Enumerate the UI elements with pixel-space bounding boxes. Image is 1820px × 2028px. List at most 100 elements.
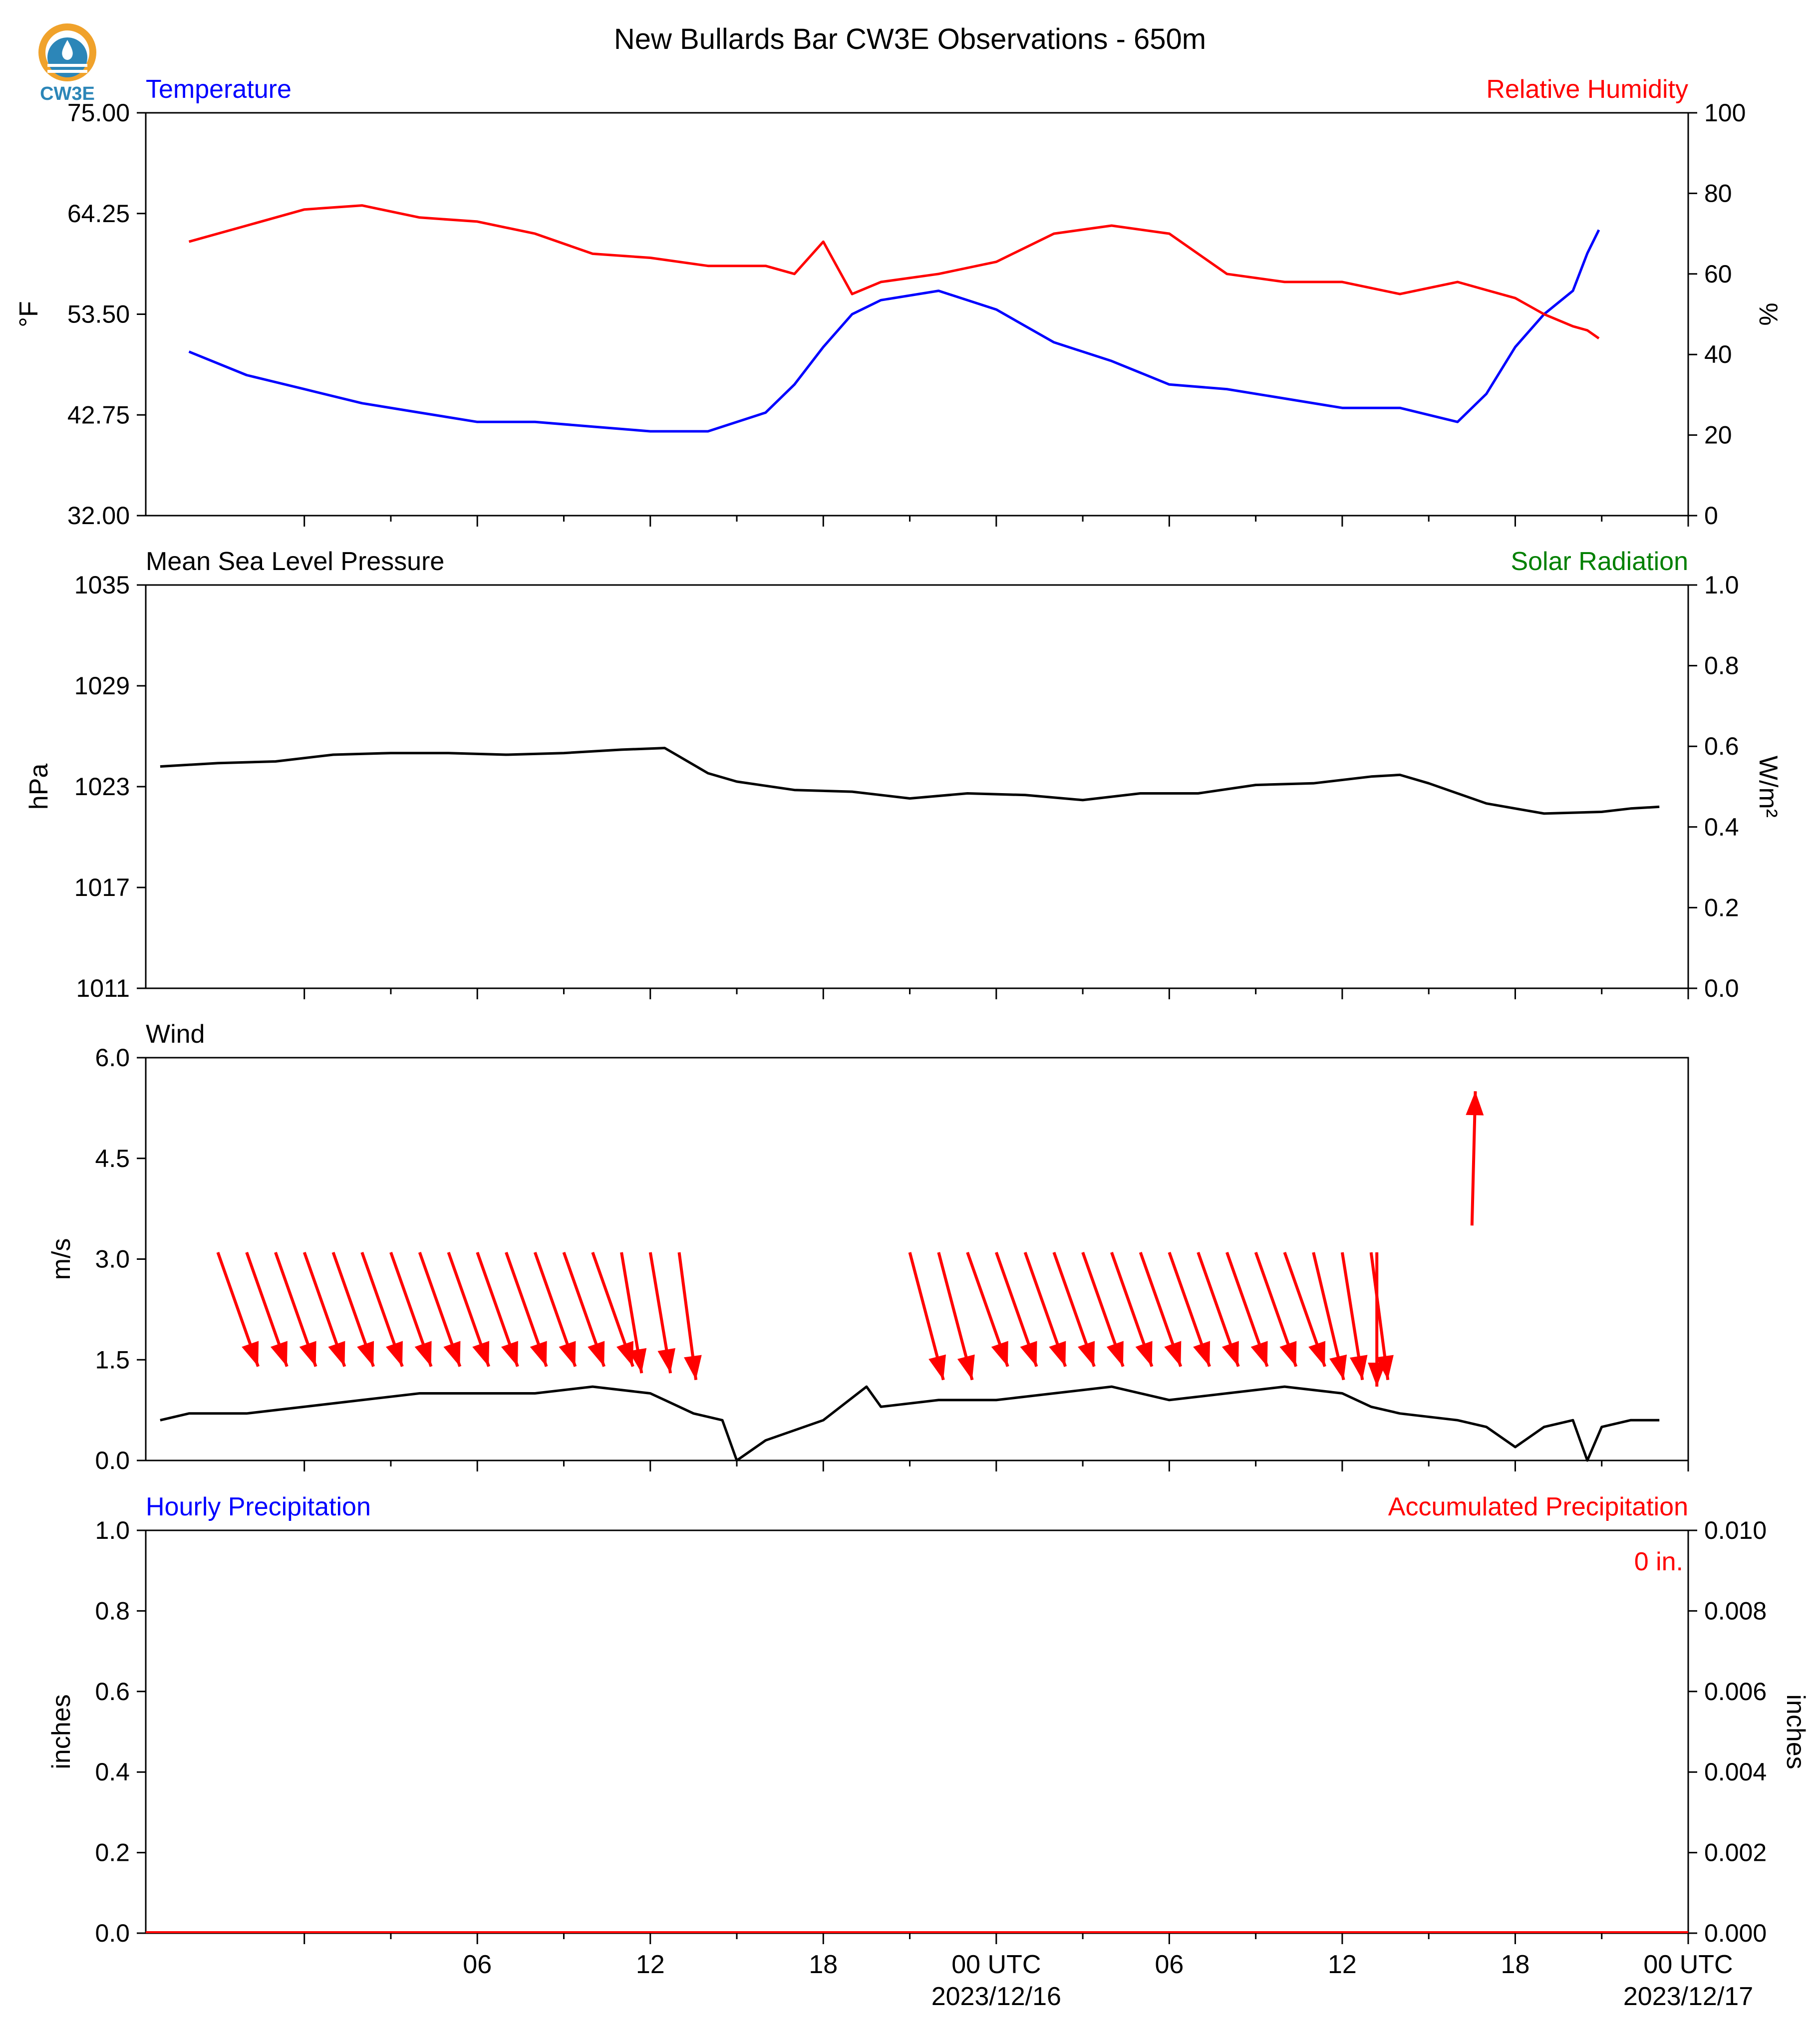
x-tick-label: 00 UTC [951, 1950, 1041, 1979]
y2-tick-label: 0.2 [1704, 893, 1739, 921]
y2-tick-label: 0.4 [1704, 813, 1739, 841]
y-tick-label: 42.75 [67, 401, 130, 429]
x-tick-label: 00 UTC [1643, 1950, 1733, 1979]
figure-title: New Bullards Bar CW3E Observations - 650… [614, 23, 1206, 55]
wind-arrow-head [1135, 1341, 1153, 1367]
y-tick-label: 1.5 [95, 1346, 130, 1374]
y2-axis-label: inches [1781, 1694, 1810, 1769]
y2-tick-label: 0.010 [1704, 1516, 1767, 1544]
wind-arrow-head [957, 1354, 975, 1380]
left-title: Mean Sea Level Pressure [146, 547, 444, 576]
wind-arrow-head [299, 1341, 316, 1367]
cw3e-logo-text: CW3E [40, 83, 95, 104]
wind-arrow-head [1221, 1341, 1239, 1367]
y-tick-label: 4.5 [95, 1145, 130, 1172]
x-date-label: 2023/12/17 [1623, 1982, 1753, 2011]
panel-precipitation: 1.0 0.8 0.6 0.4 0.2 0.0 0.010 0.008 0.006 0.004 0.… [47, 1492, 1810, 1947]
wind-arrow-head [385, 1341, 403, 1367]
y2-tick-label: 0.004 [1704, 1758, 1767, 1786]
y2-tick-label: 0.000 [1704, 1919, 1767, 1947]
wind-arrow-head [1193, 1341, 1211, 1367]
x-tick-label: 12 [1328, 1950, 1357, 1979]
plot-frame [145, 112, 1689, 517]
series-line-mean-sea-level-pressure [160, 747, 1660, 815]
x-tick-label: 12 [636, 1950, 665, 1979]
wind-arrow-head [501, 1341, 518, 1367]
wind-arrow-head [991, 1341, 1008, 1367]
right-title: Relative Humidity [1486, 75, 1688, 104]
wind-arrow-head [1049, 1341, 1066, 1367]
x-tick-label: 18 [809, 1950, 838, 1979]
plot-frame [145, 1057, 1689, 1461]
wind-arrow-head [414, 1341, 432, 1367]
y2-tick-label: 0.0 [1704, 974, 1739, 1002]
panel-wind: 6.0 4.5 3.0 1.5 0.0 Wind m/s [47, 1020, 1689, 1474]
wind-arrow-head [1250, 1341, 1268, 1367]
plot-frame [145, 584, 1689, 989]
y2-tick-label: 0.008 [1704, 1597, 1767, 1625]
y2-tick-label: 0 [1704, 502, 1718, 530]
wind-arrow-head [684, 1355, 702, 1380]
panel-pressure-solar: 1035 1029 1023 1017 1011 1.0 0.8 0.6 0.4 0.2 0.0 Me… [24, 547, 1783, 1002]
y-tick-label: 0.4 [95, 1758, 130, 1786]
wind-arrow-head [1376, 1355, 1394, 1380]
y2-axis-label: % [1754, 302, 1783, 325]
left-title: Hourly Precipitation [146, 1492, 371, 1521]
panel-temperature-humidity: 75.00 64.25 53.50 42.75 32.00 100 80 60 40 20 0 Tem… [14, 75, 1783, 530]
y2-tick-label: 80 [1704, 179, 1732, 207]
y-tick-label: 53.50 [67, 300, 130, 328]
y-tick-label: 0.2 [95, 1839, 130, 1867]
series-line-relative-humidity [188, 204, 1600, 339]
x-tick-label: 06 [1155, 1950, 1184, 1979]
wind-arrow-head [472, 1341, 490, 1367]
wind-arrow-head [1020, 1341, 1037, 1367]
y-tick-label: 64.25 [67, 200, 130, 228]
wind-arrow-head [1466, 1091, 1484, 1116]
y2-tick-label: 0.8 [1704, 652, 1739, 680]
left-title: Wind [146, 1020, 205, 1049]
y2-tick-label: 0.6 [1704, 732, 1739, 760]
left-title: Temperature [146, 75, 292, 104]
wind-arrow-head [1368, 1363, 1386, 1387]
accum-precip-value: 0 in. [1634, 1547, 1683, 1576]
y-tick-label: 1023 [74, 773, 130, 801]
series-line-wind-speed [160, 1385, 1660, 1462]
y2-tick-label: 1.0 [1704, 571, 1739, 599]
y2-tick-label: 40 [1704, 340, 1732, 368]
wind-arrow-head [1329, 1354, 1347, 1380]
wind-arrow-head [559, 1341, 576, 1367]
y2-tick-label: 100 [1704, 99, 1746, 127]
wind-arrow-head [328, 1341, 345, 1367]
x-date-label: 2023/12/16 [931, 1982, 1061, 2011]
wind-arrow-head [443, 1341, 461, 1367]
y-tick-label: 6.0 [95, 1044, 130, 1072]
x-tick-label: 06 [463, 1950, 492, 1979]
wind-arrow-head [357, 1341, 374, 1367]
y-tick-label: 1035 [74, 571, 130, 599]
wind-arrow-head [616, 1341, 633, 1367]
wind-arrow-head [588, 1341, 605, 1367]
wind-arrow-head [657, 1348, 675, 1374]
y2-tick-label: 0.002 [1704, 1839, 1767, 1867]
wind-arrow-head [628, 1348, 647, 1374]
wind-arrow-head [1164, 1341, 1182, 1367]
cw3e-logo: CW3E [30, 20, 105, 105]
y-tick-label: 1017 [74, 873, 130, 901]
wind-arrow-head [928, 1354, 946, 1380]
y-axis-label: m/s [47, 1238, 76, 1280]
y-tick-label: 0.0 [95, 1447, 130, 1474]
right-title: Solar Radiation [1511, 547, 1688, 576]
y2-tick-label: 20 [1704, 421, 1732, 449]
y-tick-label: 0.6 [95, 1678, 130, 1706]
cw3e-logo-icon: CW3E [38, 23, 96, 104]
plot-frame [145, 1529, 1689, 1934]
y-tick-label: 0.8 [95, 1597, 130, 1625]
y-axis-label: inches [47, 1694, 76, 1769]
wind-arrow-head [270, 1341, 288, 1367]
wind-arrow-head [1279, 1341, 1297, 1367]
wind-arrow-head [1350, 1355, 1368, 1380]
wind-arrow-head [242, 1341, 259, 1367]
y-tick-label: 1.0 [95, 1516, 130, 1544]
y-axis-label: hPa [24, 764, 53, 810]
